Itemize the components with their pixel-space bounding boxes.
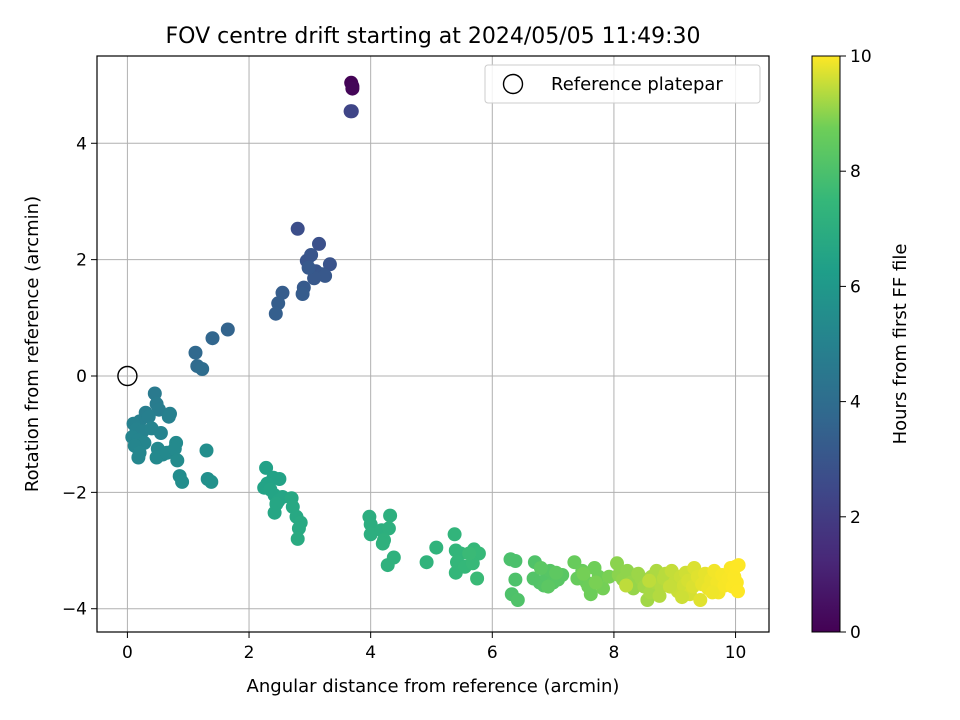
data-point [290, 531, 305, 546]
colorbar-tick-label: 10 [850, 47, 872, 67]
data-point [141, 409, 156, 424]
chart-title: FOV centre drift starting at 2024/05/05 … [166, 24, 701, 49]
data-point [675, 590, 689, 605]
data-point [576, 566, 591, 581]
data-point [295, 287, 310, 301]
data-point [275, 285, 290, 300]
data-point [731, 558, 746, 573]
y-axis-label: Rotation from reference (arcmin) [22, 196, 43, 492]
y-tick-label: 2 [76, 251, 87, 271]
data-point [291, 521, 306, 536]
data-point [188, 345, 203, 360]
data-point [153, 426, 168, 440]
colorbar-tick-label: 8 [850, 162, 861, 182]
data-point [152, 402, 166, 417]
data-point [510, 593, 525, 607]
data-point [167, 441, 182, 456]
data-point [195, 362, 210, 376]
data-point [220, 322, 235, 337]
data-point [429, 540, 444, 555]
x-tick-label: 8 [609, 643, 620, 663]
x-tick-label: 10 [725, 643, 747, 663]
data-point [381, 521, 396, 536]
data-point [508, 554, 523, 568]
y-tick-label: −4 [62, 600, 87, 620]
data-point [462, 546, 477, 561]
colorbar-tick-label: 2 [850, 508, 861, 528]
data-point [588, 575, 603, 590]
data-point [533, 561, 548, 575]
data-point [272, 472, 287, 486]
data-point [304, 248, 319, 262]
y-tick-label: 0 [76, 367, 87, 387]
data-point [268, 306, 283, 321]
grid [97, 56, 769, 632]
data-point [610, 556, 624, 571]
data-point [731, 584, 745, 599]
legend: Reference platepar [484, 64, 761, 104]
data-point [312, 236, 326, 251]
data-point [290, 221, 305, 236]
data-point [175, 474, 190, 489]
data-point [322, 257, 337, 272]
plot-frame [96, 55, 770, 633]
x-tick-label: 6 [487, 643, 498, 663]
data-point [345, 81, 360, 96]
data-point [620, 563, 635, 578]
data-point [583, 587, 598, 602]
colorbar-tick-label: 4 [850, 393, 861, 413]
data-point [642, 573, 657, 588]
data-point [205, 331, 220, 346]
reference-marker [117, 365, 138, 387]
x-tick-label: 4 [365, 643, 376, 663]
colorbar-tick-label: 0 [850, 623, 861, 643]
data-point [170, 453, 185, 468]
x-tick-label: 2 [244, 643, 255, 663]
data-point [199, 443, 214, 458]
data-point [363, 527, 378, 542]
data-point [386, 550, 401, 565]
data-point [508, 572, 523, 587]
colorbar [811, 55, 841, 633]
data-point [705, 585, 720, 600]
data-point [619, 578, 634, 593]
data-point [307, 271, 322, 286]
legend-entry: Reference platepar [551, 74, 723, 95]
data-point [693, 593, 708, 607]
reference-point [117, 365, 138, 387]
data-point [131, 450, 146, 465]
legend-marker-icon [502, 73, 524, 95]
y-axis-ticks: −4 −2 0 2 4 [62, 134, 97, 620]
data-point [147, 386, 162, 401]
data-point [161, 409, 176, 424]
data-point [383, 508, 398, 523]
colorbar-label: Hours from first FF file [890, 244, 911, 445]
legend-box [484, 64, 761, 104]
data-point [662, 579, 677, 594]
y-tick-label: 4 [76, 134, 87, 154]
data-point [363, 517, 378, 532]
colorbar-tick-label: 6 [850, 277, 861, 297]
x-axis-label: Angular distance from reference (arcmin) [247, 676, 620, 697]
scatter-points [125, 75, 746, 607]
data-point [419, 555, 434, 570]
colorbar-ticks: 0 2 4 6 8 10 [840, 47, 872, 643]
data-point [259, 460, 274, 475]
data-point [549, 565, 564, 580]
x-axis-ticks: 0 2 4 6 8 10 [122, 632, 746, 663]
data-point [267, 505, 282, 520]
x-tick-label: 0 [122, 643, 133, 663]
y-tick-label: −2 [62, 483, 87, 503]
data-point [470, 571, 485, 586]
data-point [344, 104, 359, 119]
data-point [375, 536, 390, 551]
data-point [301, 260, 316, 275]
data-point [447, 527, 462, 542]
data-point [318, 268, 333, 283]
data-point [541, 579, 556, 594]
data-point [204, 474, 219, 489]
